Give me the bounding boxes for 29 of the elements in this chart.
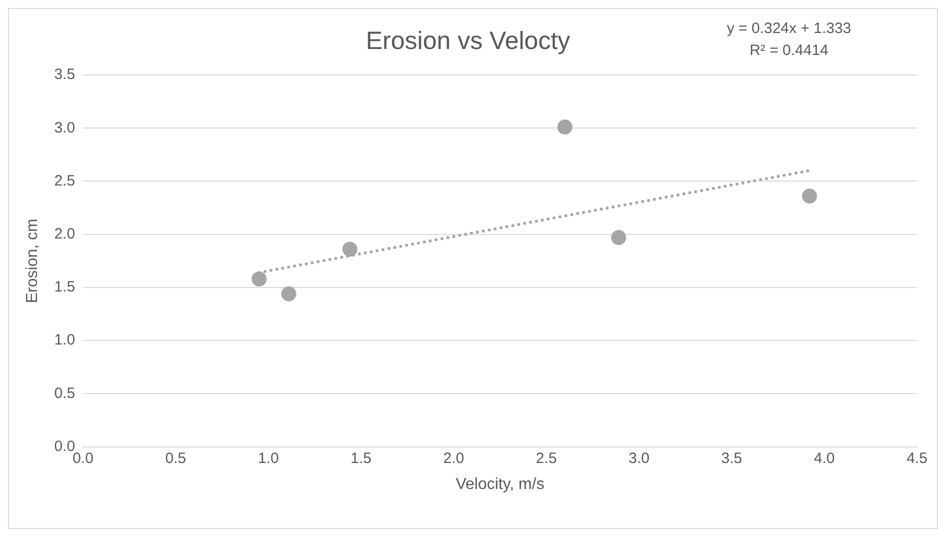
y-tick-label: 1.0 (54, 332, 76, 349)
x-tick-label: 1.0 (258, 450, 279, 467)
x-tick-label: 4.5 (906, 450, 928, 467)
y-tick-label: 3.0 (54, 119, 76, 136)
x-tick-label: 0.0 (72, 450, 94, 467)
text: y = 0.324x + 1.333 (726, 20, 852, 37)
point (557, 120, 572, 135)
point (281, 286, 296, 302)
text: R² = 0.4414 (750, 42, 828, 59)
x-tick-label: 1.5 (350, 450, 372, 467)
y-tick-label: 2.0 (54, 225, 76, 242)
x-tick-label: 2.5 (536, 450, 557, 467)
y-tick-label: 3.5 (54, 66, 76, 84)
point (802, 188, 818, 204)
x-axis-title: Velocity, m/s (456, 476, 544, 493)
point (252, 271, 267, 286)
x-tick-label: 3.5 (721, 450, 742, 467)
y-tick-label: 0.5 (54, 384, 76, 402)
point (611, 230, 626, 246)
chart-title: Erosion vs Velocty (366, 26, 571, 55)
y-tick-label: 2.5 (54, 172, 76, 190)
x-tick-label: 3.0 (628, 450, 650, 467)
x-tick-label: 4.0 (814, 450, 835, 467)
y-tick-label: 1.5 (54, 278, 76, 296)
y-axis-title: Erosion, cm (24, 218, 42, 304)
x-tick-label: 0.5 (165, 450, 186, 467)
x-tick-label: 2.0 (443, 450, 464, 467)
point (342, 242, 358, 257)
y-tick-label: 0.0 (54, 438, 76, 455)
